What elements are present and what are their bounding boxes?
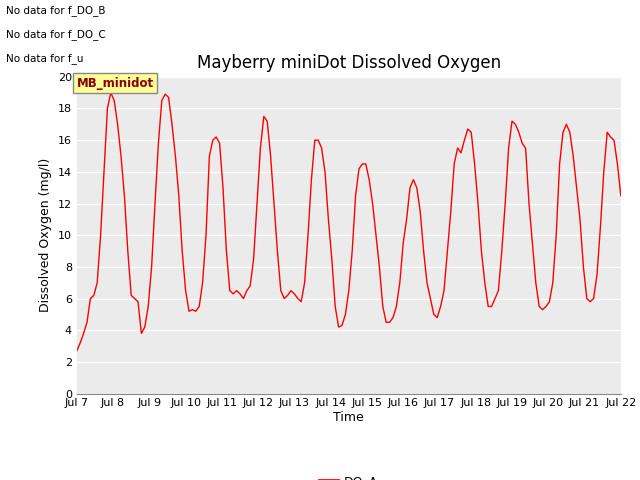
X-axis label: Time: Time (333, 411, 364, 424)
Title: Mayberry miniDot Dissolved Oxygen: Mayberry miniDot Dissolved Oxygen (196, 54, 501, 72)
Text: No data for f_DO_C: No data for f_DO_C (6, 29, 106, 40)
Text: MB_minidot: MB_minidot (77, 77, 154, 90)
Text: No data for f_u: No data for f_u (6, 53, 84, 64)
Legend: DO_A: DO_A (314, 469, 383, 480)
Text: No data for f_DO_B: No data for f_DO_B (6, 5, 106, 16)
Y-axis label: Dissolved Oxygen (mg/l): Dissolved Oxygen (mg/l) (39, 158, 52, 312)
